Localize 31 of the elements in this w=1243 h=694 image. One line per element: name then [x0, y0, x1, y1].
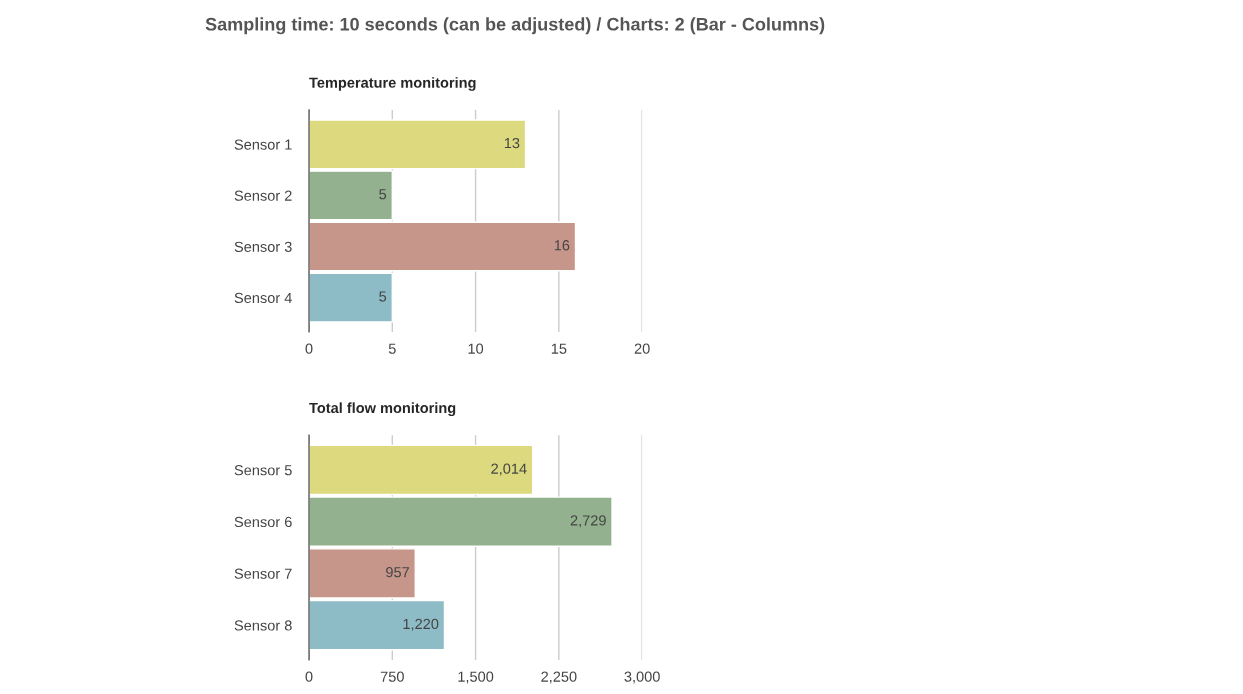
y-tick-label: Sensor 2 [234, 190, 292, 201]
y-tick-label: Sensor 3 [234, 241, 292, 252]
data-label: 1,220 [403, 618, 439, 631]
y-tick-label: Sensor 6 [234, 516, 292, 528]
y-tick-label: Sensor 7 [234, 568, 292, 579]
y-tick-label: Sensor 4 [234, 292, 292, 304]
bar [309, 221, 577, 272]
data-label: 16 [554, 240, 570, 251]
x-tick-label: 3,000 [624, 671, 660, 684]
x-tick-label: 0 [305, 671, 313, 682]
data-label: 2,014 [491, 463, 527, 476]
x-tick-label: 2,250 [541, 671, 577, 684]
bar [309, 272, 393, 323]
x-tick-label: 10 [468, 343, 484, 354]
data-label: 957 [386, 567, 409, 578]
x-tick-label: 5 [388, 343, 396, 354]
y-tick-label: Sensor 5 [234, 465, 292, 476]
data-label: 5 [379, 189, 387, 200]
x-tick-label: 1,500 [458, 671, 494, 684]
data-label: 5 [379, 291, 387, 302]
chart-title: Temperature monitoring [309, 77, 476, 91]
data-label: 2,729 [570, 515, 606, 528]
x-tick-label: 0 [305, 343, 313, 354]
chart-title: Total flow monitoring [309, 402, 456, 417]
x-tick-label: 750 [380, 671, 404, 682]
y-tick-label: Sensor 8 [234, 620, 292, 631]
text: Sampling time: 10 seconds (can be adjusted) / Charts: 2 (Bar - Columns) [205, 17, 825, 35]
x-tick-label: 15 [551, 343, 567, 354]
data-label: 13 [504, 137, 520, 149]
x-tick-label: 20 [634, 343, 650, 354]
y-tick-label: Sensor 1 [234, 139, 292, 150]
